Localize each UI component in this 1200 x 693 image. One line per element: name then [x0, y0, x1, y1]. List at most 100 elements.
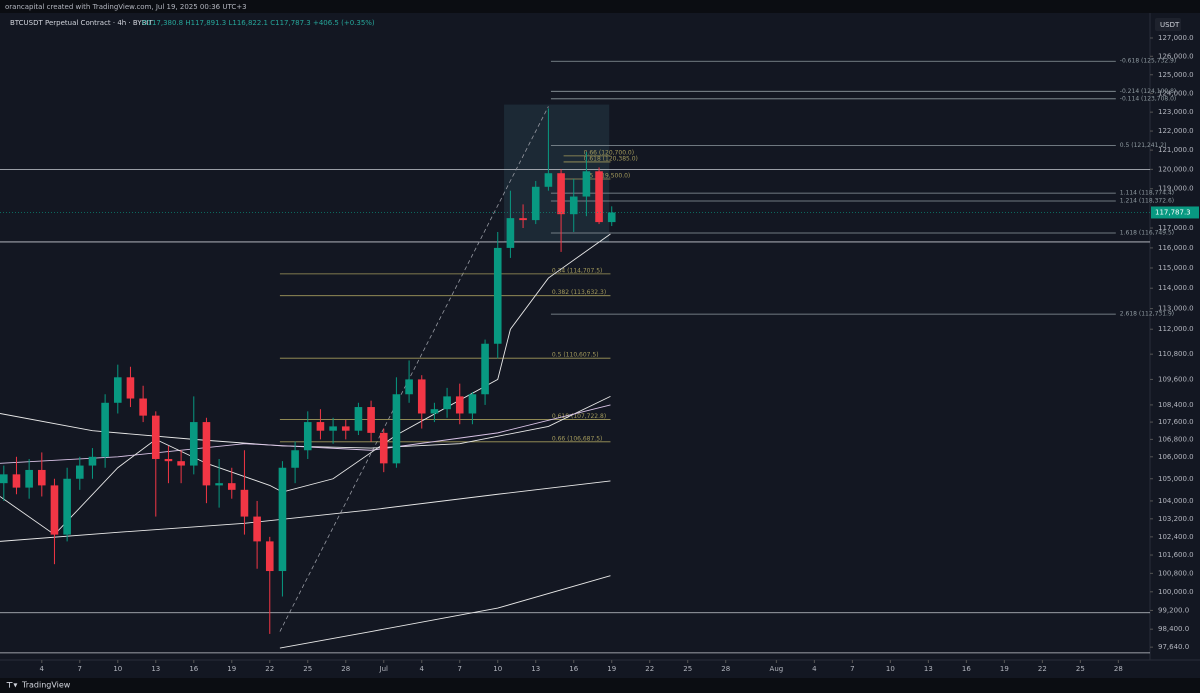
x-tick-label: 19	[227, 665, 236, 673]
candle-body	[101, 402, 109, 457]
price-axis	[1150, 13, 1200, 678]
candle-body	[607, 212, 616, 223]
y-tick-label: 120,000.0	[1158, 165, 1194, 173]
y-tick-label: 127,000.0	[1158, 34, 1194, 42]
x-tick-label: 28	[341, 665, 350, 673]
candle-body	[265, 541, 274, 572]
candle-body	[468, 394, 477, 414]
x-tick-label: 22	[265, 665, 274, 673]
y-tick-label: 98,400.0	[1158, 625, 1189, 633]
y-tick-label: 124,000.0	[1158, 89, 1194, 97]
x-tick-label: 4	[420, 665, 425, 673]
y-tick-label: 104,000.0	[1158, 497, 1194, 505]
y-tick-label: 114,000.0	[1158, 284, 1194, 292]
x-tick-label: 13	[531, 665, 540, 673]
y-tick-label: 115,000.0	[1158, 264, 1194, 272]
y-tick-label: 116,000.0	[1158, 244, 1194, 252]
candle-body	[531, 186, 540, 221]
x-tick-label: 7	[850, 665, 854, 673]
fib-label: 0.66 (106,687.5)	[552, 435, 602, 442]
candle-body	[316, 422, 325, 431]
candle-body	[227, 483, 236, 490]
moving-average	[0, 395, 611, 449]
x-tick-label: 4	[812, 665, 817, 673]
x-tick-label: 7	[78, 665, 82, 673]
candle-body	[63, 478, 71, 535]
candle-body	[164, 458, 173, 462]
currency-badge	[1155, 18, 1181, 31]
y-tick-label: 113,000.0	[1158, 305, 1194, 313]
trend-line	[279, 106, 549, 632]
candle-body	[253, 516, 261, 542]
candle-body	[177, 461, 185, 466]
ohlc: O117,380.8 H117,891.3 L116,822.1 C117,78…	[142, 19, 375, 27]
x-tick-label: 13	[924, 665, 933, 673]
candle-body	[12, 474, 21, 488]
candle-body	[455, 396, 464, 414]
moving-average	[279, 575, 611, 649]
y-tick-label: 123,000.0	[1158, 108, 1194, 116]
y-tick-label: 109,600.0	[1158, 375, 1194, 383]
candle-body	[240, 489, 249, 517]
x-tick-label: 28	[1114, 665, 1123, 673]
candle-body	[557, 173, 565, 215]
moving-average	[0, 480, 611, 542]
fib-label: -0.114 (123,708.0)	[1120, 95, 1176, 102]
moving-average	[0, 233, 611, 536]
x-tick-label: 16	[569, 665, 578, 673]
candle-body	[25, 469, 33, 488]
candle-body	[582, 171, 591, 197]
footer-logo: ⊤▾	[6, 681, 17, 690]
candle-body	[519, 218, 527, 221]
x-tick-label: 19	[607, 665, 616, 673]
top-bar	[0, 0, 1200, 13]
y-tick-label: 100,800.0	[1158, 569, 1194, 577]
y-tick-label: 99,200.0	[1158, 606, 1189, 614]
candle-body	[392, 394, 401, 464]
credit: orancapital created with TradingView.com…	[5, 3, 247, 11]
x-tick-label: 10	[886, 665, 895, 673]
y-tick-label: 122,000.0	[1158, 127, 1194, 135]
footer-bar	[0, 678, 1200, 693]
fib-label: 0.382 (113,632.3)	[552, 289, 606, 296]
y-tick-label: 119,000.0	[1158, 185, 1194, 193]
fib-label: 1.114 (118,774.4)	[1120, 190, 1174, 197]
y-tick-label: 126,000.0	[1158, 52, 1194, 60]
candle-body	[544, 173, 553, 187]
y-tick-label: 117,000.0	[1158, 224, 1194, 232]
candle-body	[405, 379, 413, 395]
candle-body	[493, 247, 502, 344]
x-tick-label: 7	[458, 665, 462, 673]
candle-body	[430, 409, 439, 414]
candle-body	[202, 422, 211, 486]
fib-label: 1.214 (118,372.6)	[1120, 197, 1174, 204]
candle-body	[88, 456, 97, 466]
candle-body	[189, 422, 198, 466]
y-tick-label: 105,000.0	[1158, 475, 1194, 483]
x-tick-label: 16	[962, 665, 971, 673]
currency: USDT	[1160, 21, 1180, 29]
candle-body	[126, 377, 135, 399]
x-tick-label: 10	[113, 665, 122, 673]
candle-body	[379, 432, 388, 464]
fib-label: 0.5 (110,607.5)	[552, 352, 599, 359]
x-tick-label: 28	[721, 665, 730, 673]
fib-label: 0.618 (120,385.0)	[584, 155, 638, 162]
fib-label: -0.618 (125,732.9)	[1120, 58, 1176, 65]
candle-body	[341, 426, 350, 431]
y-tick-label: 108,400.0	[1158, 401, 1194, 409]
y-tick-label: 101,600.0	[1158, 551, 1194, 559]
x-tick-label: Aug	[770, 665, 784, 673]
candle-body	[595, 171, 603, 223]
candle-body	[291, 450, 299, 468]
last-price-tag	[1151, 206, 1199, 219]
fib-label: -0.214 (124,109.8)	[1120, 88, 1176, 95]
candle-body	[417, 379, 426, 414]
candle-body	[481, 343, 489, 395]
fib-label: 1.618 (116,749.5)	[1120, 229, 1174, 236]
y-tick-label: 112,000.0	[1158, 325, 1194, 333]
x-tick-label: 25	[683, 665, 692, 673]
fib-label: 0.5 (121,241.2)	[1120, 142, 1167, 149]
